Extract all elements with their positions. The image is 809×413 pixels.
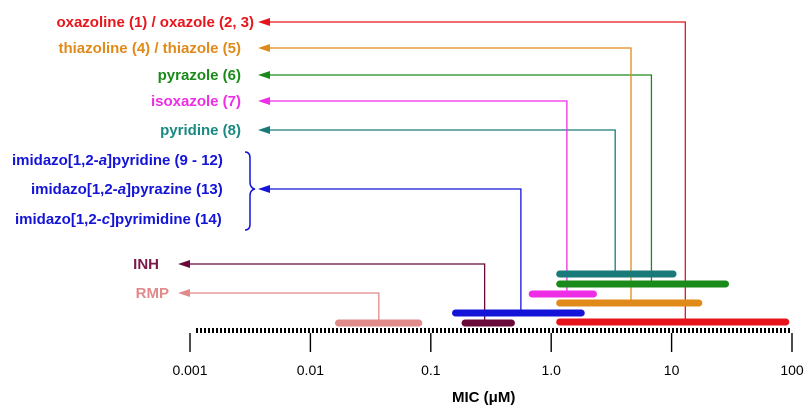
label-imidazo-pyridine-pre: imidazo[1,2-: [12, 152, 99, 169]
tick-label: 10: [664, 362, 680, 378]
axis-band: [196, 328, 792, 333]
label-pyridine-text: pyridine (8): [160, 122, 241, 139]
connector-pyrazole: [268, 74, 653, 284]
range-bar-rmp: [334, 319, 423, 327]
label-imidazo-pyrazine-post: ]pyrazine (13): [126, 181, 223, 198]
label-isoxazole: isoxazole (7): [151, 93, 241, 111]
arrowhead-inh: [178, 260, 190, 268]
range-bar-thiazole: [556, 299, 703, 307]
range-bar-pyrazole: [556, 280, 730, 288]
range-bar-isoxazole: [528, 290, 597, 298]
label-rmp-text: RMP: [135, 285, 169, 302]
label-pyrazole-text: pyrazole (6): [157, 67, 241, 84]
connector-imidazo: [268, 188, 522, 313]
label-pyrazole: pyrazole (6): [158, 67, 241, 85]
arrowhead-isoxazole: [258, 97, 270, 105]
tick-label: 100: [780, 362, 804, 378]
label-thiazoline: thiazoline (4) / thiazole (5): [58, 40, 241, 58]
range-bar-imidazo: [452, 309, 585, 317]
imidazo-brace: [244, 151, 256, 231]
axis-title-mu: μ: [488, 389, 498, 406]
label-imidazo-pyridine: imidazo[1,2-a]pyridine (9 - 12): [12, 152, 223, 170]
axis-title-post: M): [497, 389, 516, 406]
axis-title-pre: MIC (: [452, 389, 489, 406]
arrowhead-rmp: [178, 289, 190, 297]
label-isoxazole-text: isoxazole (7): [150, 93, 241, 110]
connector-isoxazole: [268, 100, 568, 294]
tick-label: 0.1: [421, 362, 441, 378]
label-imidazo-pyrazine-pre: imidazo[1,2-: [31, 181, 118, 198]
label-imidazo-pyrimidine-pre: imidazo[1,2-: [15, 211, 102, 228]
connector-pyridine: [268, 129, 616, 274]
label-imidazo-pyrimidine-ital: c: [101, 211, 111, 228]
label-imidazo-pyridine-post: ]pyridine (9 - 12): [107, 152, 223, 169]
connector-inh: [188, 263, 486, 323]
connector-oxazole: [268, 21, 686, 322]
label-thiazoline-text: thiazoline (4) / thiazole (5): [58, 40, 241, 57]
label-imidazo-pyridine-ital: a: [98, 152, 108, 169]
tick-label: 1.0: [541, 362, 561, 378]
axis-title: MIC (μM): [452, 389, 515, 407]
label-imidazo-pyrimidine: imidazo[1,2-c]pyrimidine (14): [15, 211, 222, 229]
tick-label: 0.001: [172, 362, 207, 378]
arrowhead-oxazole: [258, 18, 270, 26]
label-oxazoline: oxazoline (1) / oxazole (2, 3): [56, 14, 254, 32]
arrowhead-pyridine: [258, 126, 270, 134]
label-imidazo-pyrimidine-post: ]pyrimidine (14): [110, 211, 222, 228]
range-bar-inh: [461, 319, 515, 327]
range-bar-oxazole: [556, 318, 790, 326]
label-pyridine: pyridine (8): [160, 122, 241, 140]
connector-thiazole: [268, 47, 632, 303]
arrowhead-imidazo: [258, 185, 270, 193]
label-imidazo-pyrazine-ital: a: [117, 181, 127, 198]
arrowhead-thiazole: [258, 44, 270, 52]
arrowhead-pyrazole: [258, 71, 270, 79]
range-bar-pyridine: [556, 270, 677, 278]
label-rmp: RMP: [136, 285, 169, 303]
connector-rmp: [188, 292, 380, 323]
label-oxazoline-text: oxazoline (1) / oxazole (2, 3): [56, 14, 254, 31]
tick-label: 0.01: [297, 362, 324, 378]
label-inh: INH: [133, 256, 159, 274]
label-inh-text: INH: [133, 256, 159, 273]
label-imidazo-pyrazine: imidazo[1,2-a]pyrazine (13): [31, 181, 223, 199]
